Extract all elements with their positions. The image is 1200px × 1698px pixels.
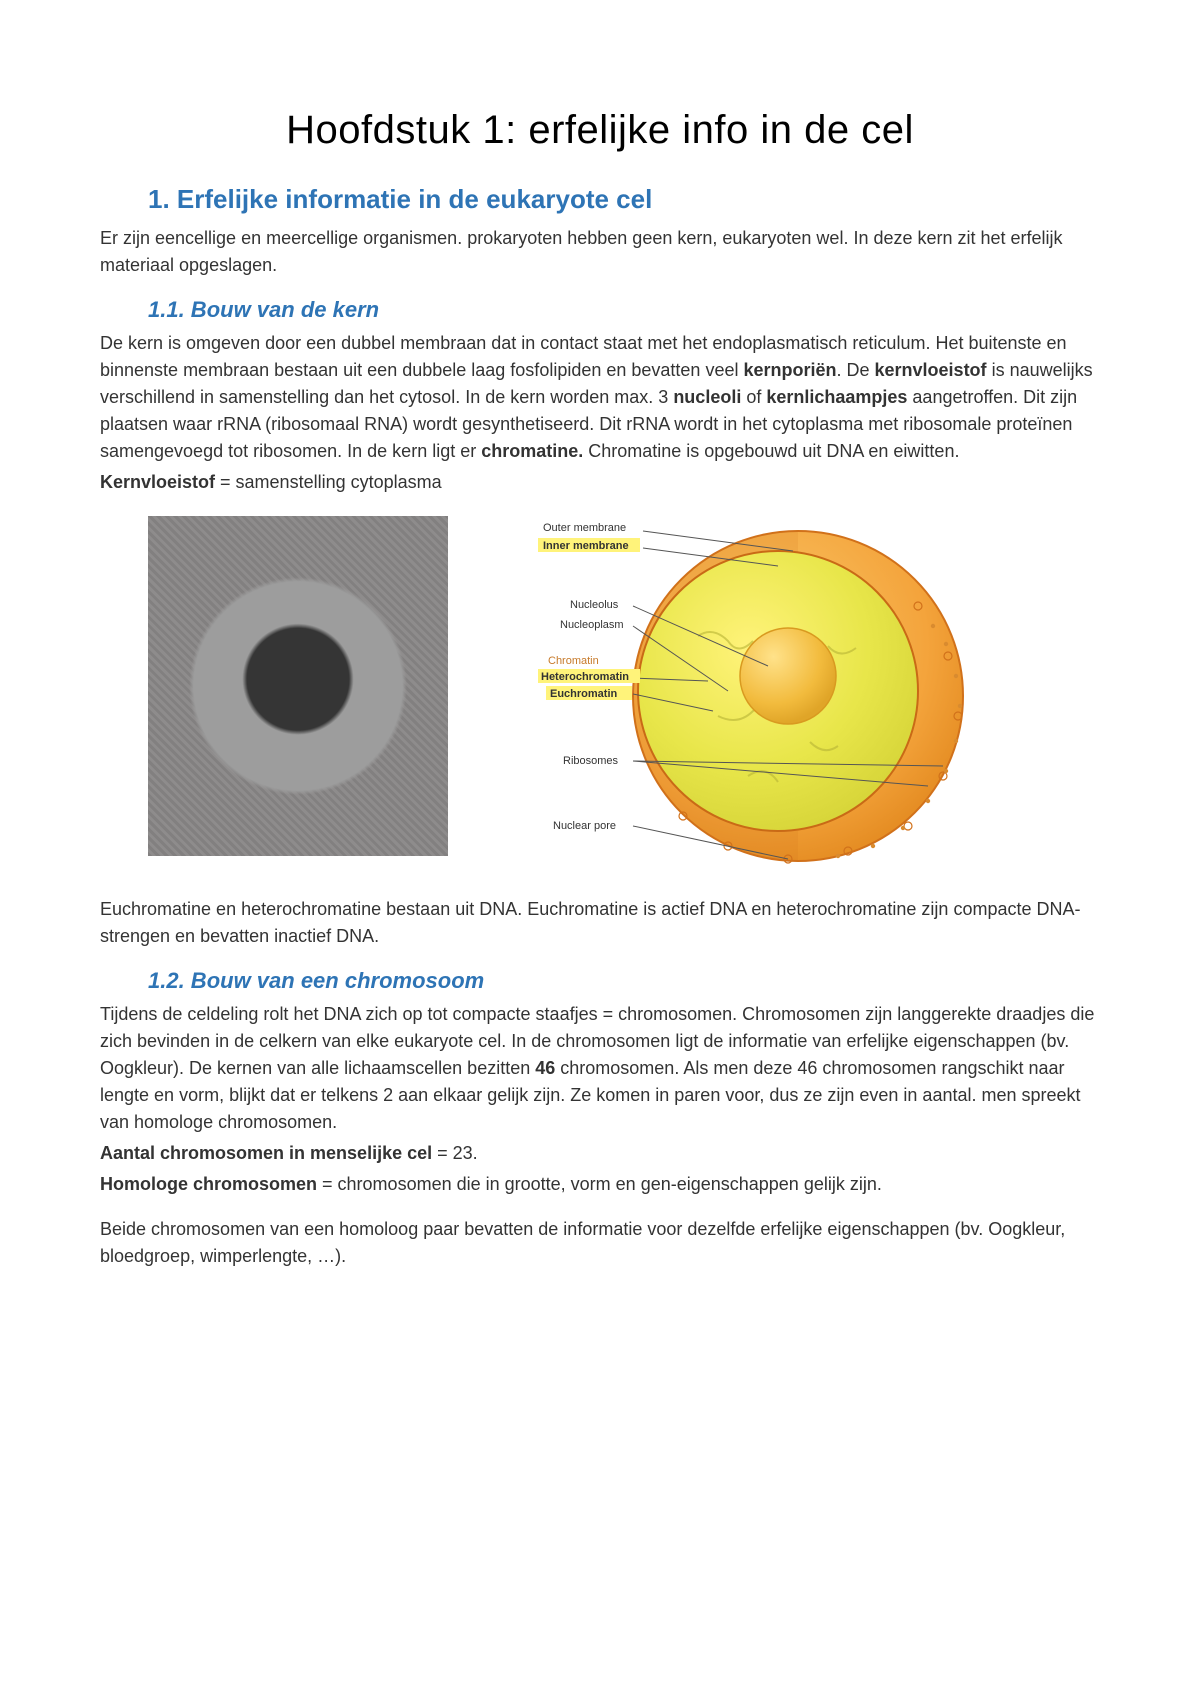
section-1-1-para: De kern is omgeven door een dubbel membr…	[100, 330, 1100, 465]
bold-homologe: Homologe chromosomen	[100, 1174, 317, 1194]
bold-aantal: Aantal chromosomen in menselijke cel	[100, 1143, 432, 1163]
nucleus-diagram: Outer membrane Inner membrane Nucleolus …	[488, 516, 968, 876]
micrograph-image	[148, 516, 448, 856]
section-1-2-heading: 1.2. Bouw van een chromosoom	[148, 964, 1100, 997]
label-nuclear-pore: Nuclear pore	[553, 820, 616, 832]
label-outer-membrane: Outer membrane	[543, 522, 626, 534]
text: = 23.	[432, 1143, 478, 1163]
text: = samenstelling cytoplasma	[215, 472, 442, 492]
label-euchromatin: Euchromatin	[550, 688, 618, 700]
bold-kernvloeistof: kernvloeistof	[875, 360, 987, 380]
bold-kernvloeistof-def: Kernvloeistof	[100, 472, 215, 492]
text: of	[741, 387, 766, 407]
bold-kernporien: kernporiën	[743, 360, 836, 380]
section-1-2-para1: Tijdens de celdeling rolt het DNA zich o…	[100, 1001, 1100, 1136]
label-inner-membrane: Inner membrane	[543, 540, 629, 552]
section-1-1-heading: 1.1. Bouw van de kern	[148, 293, 1100, 326]
section-1-2-para2: Beide chromosomen van een homoloog paar …	[100, 1216, 1100, 1270]
section-1-intro: Er zijn eencellige en meercellige organi…	[100, 225, 1100, 279]
section-1-heading: 1. Erfelijke informatie in de eukaryote …	[148, 180, 1100, 219]
label-chromatin: Chromatin	[548, 655, 599, 667]
page-title: Hoofdstuk 1: erfelijke info in de cel	[100, 100, 1100, 160]
section-1-1-after-images: Euchromatine en heterochromatine bestaan…	[100, 896, 1100, 950]
label-ribosomes: Ribosomes	[563, 755, 619, 767]
label-heterochromatin: Heterochromatin	[541, 671, 629, 683]
text: = chromosomen die in grootte, vorm en ge…	[317, 1174, 882, 1194]
image-row: Outer membrane Inner membrane Nucleolus …	[148, 516, 1100, 876]
section-1-1-kernvloeistof-line: Kernvloeistof = samenstelling cytoplasma	[100, 469, 1100, 496]
section-1-2-homologe: Homologe chromosomen = chromosomen die i…	[100, 1171, 1100, 1198]
text: Chromatine is opgebouwd uit DNA en eiwit…	[583, 441, 959, 461]
section-1-2-aantal: Aantal chromosomen in menselijke cel = 2…	[100, 1140, 1100, 1167]
label-nucleolus: Nucleolus	[570, 599, 619, 611]
bold-nucleoli: nucleoli	[673, 387, 741, 407]
bold-kernlichaampjes: kernlichaampjes	[766, 387, 907, 407]
label-nucleoplasm: Nucleoplasm	[560, 619, 624, 631]
text: . De	[837, 360, 875, 380]
bold-46: 46	[535, 1058, 555, 1078]
bold-chromatine: chromatine.	[481, 441, 583, 461]
